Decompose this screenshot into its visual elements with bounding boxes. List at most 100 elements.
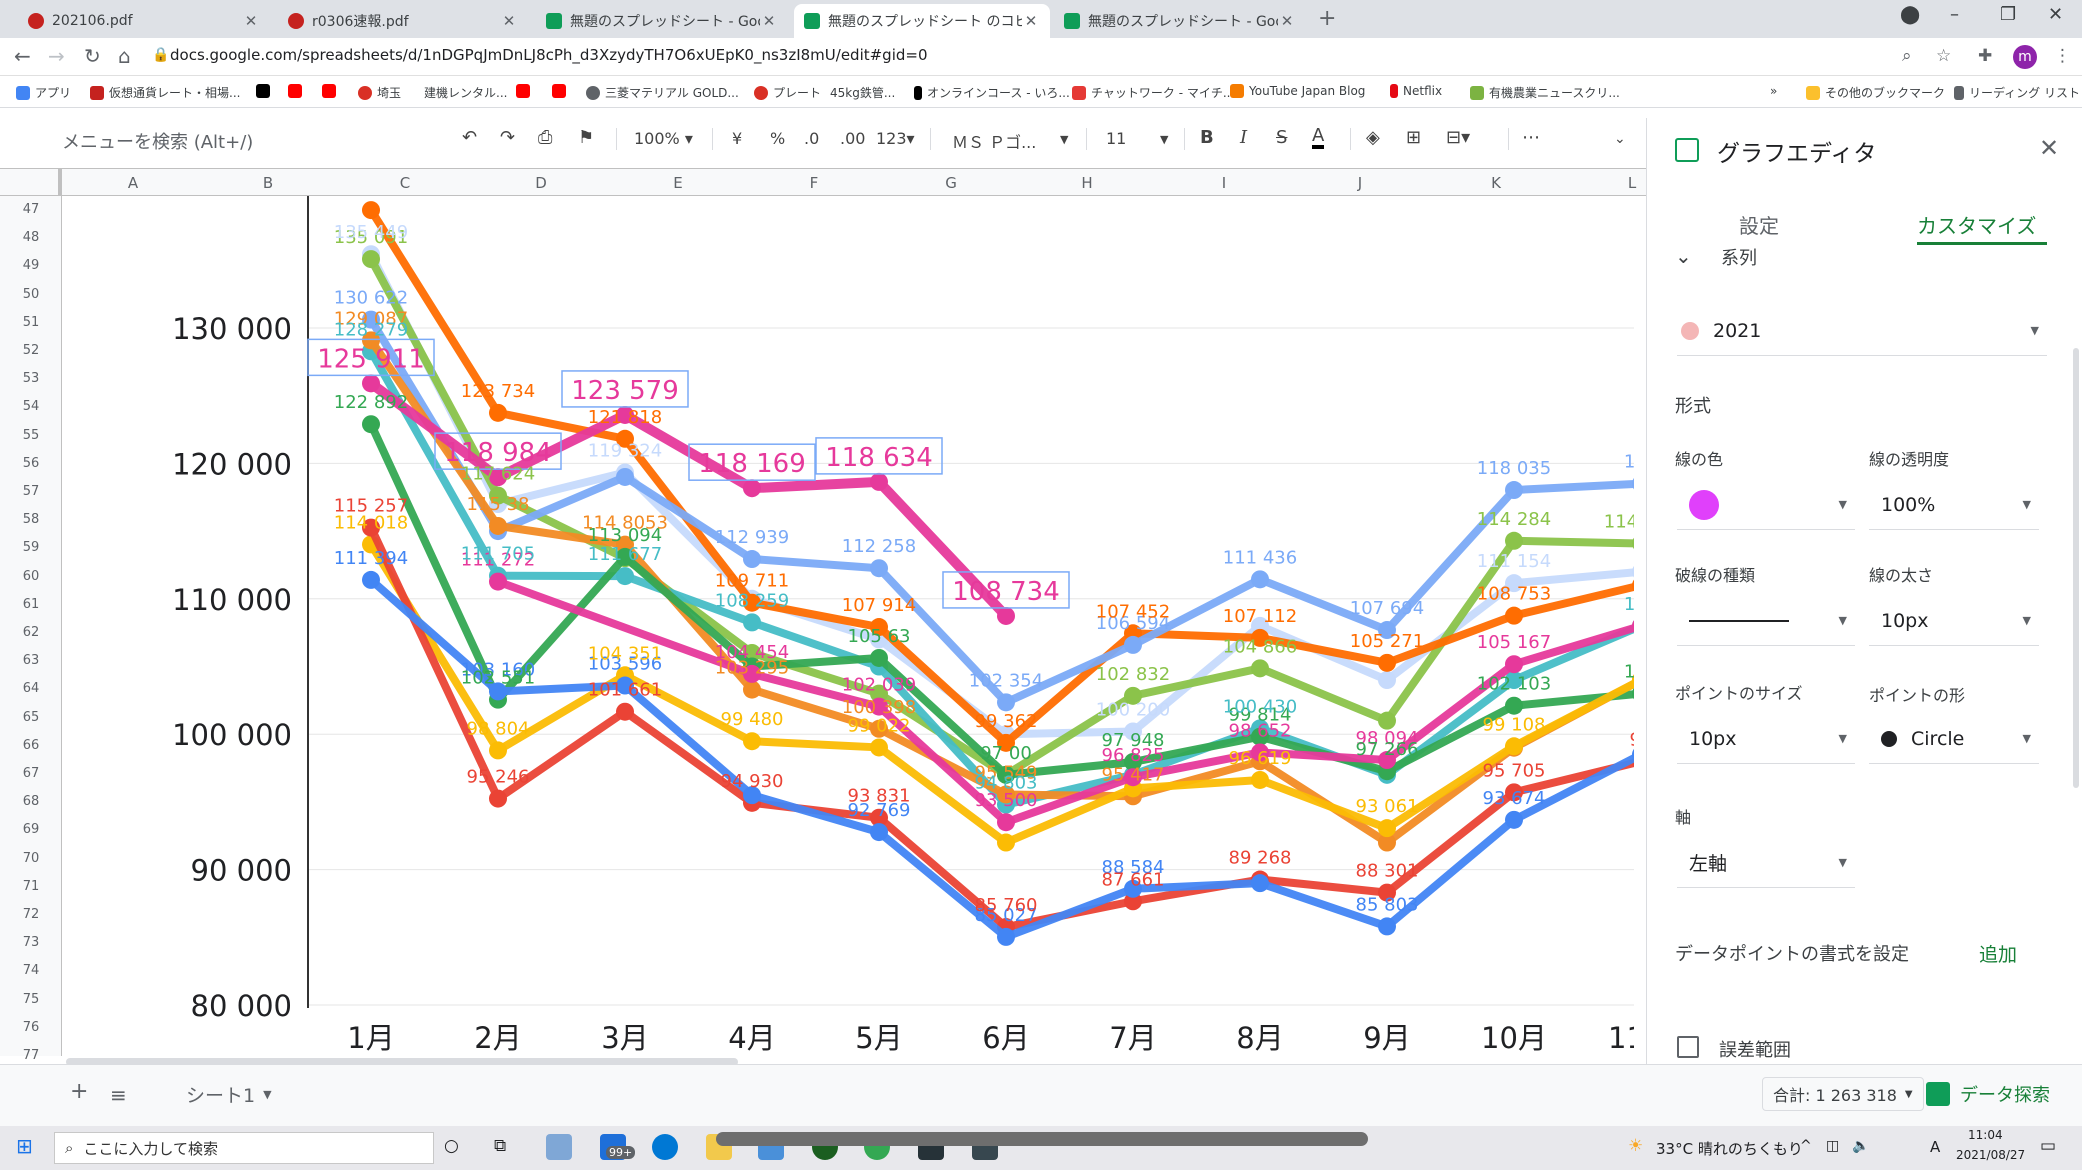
bookmark-item[interactable]: 埼玉: [358, 84, 401, 101]
series-select[interactable]: 2021 ▼: [1677, 306, 2047, 356]
browser-tab-active[interactable]: 無題のスプレッドシート のコピー のコ ✕: [794, 4, 1050, 38]
bookmark-item[interactable]: 仮想通貨レート・相場...: [90, 84, 240, 101]
home-icon[interactable]: ⌂: [118, 44, 131, 68]
line-color-select[interactable]: ▼: [1677, 480, 1855, 530]
column-header[interactable]: B: [262, 174, 274, 192]
panel-scrollbar[interactable]: [2073, 348, 2079, 788]
cortana-icon[interactable]: ○: [444, 1136, 459, 1156]
row-header[interactable]: 58: [22, 512, 40, 528]
chevron-down-icon[interactable]: ▼: [1160, 133, 1169, 146]
row-header[interactable]: 59: [22, 540, 40, 556]
column-header[interactable]: K: [1491, 174, 1501, 192]
row-header[interactable]: 73: [22, 935, 40, 951]
address-bar[interactable]: docs.google.com/spreadsheets/d/1nDGPqJmD…: [170, 46, 928, 64]
dash-type-select[interactable]: ▼: [1677, 596, 1855, 646]
task-view-icon[interactable]: ⧉: [494, 1136, 507, 1156]
row-header[interactable]: 53: [22, 371, 40, 387]
row-header[interactable]: 77: [22, 1048, 40, 1063]
close-tab-icon[interactable]: ✕: [502, 12, 516, 30]
column-header[interactable]: G: [945, 174, 957, 192]
reload-icon[interactable]: ↻: [84, 44, 101, 68]
browser-tab[interactable]: 202106.pdf ✕: [18, 4, 270, 38]
column-header[interactable]: E: [673, 174, 683, 192]
bookmark-item[interactable]: アプリ: [16, 84, 71, 101]
tray-chevron-icon[interactable]: ^: [1800, 1138, 1812, 1154]
column-header[interactable]: D: [535, 174, 547, 192]
column-header[interactable]: J: [1357, 174, 1363, 192]
currency-button[interactable]: ¥: [732, 129, 743, 148]
profile-avatar[interactable]: m: [2013, 45, 2037, 69]
font-select[interactable]: ＭＳ Ｐゴ...: [952, 129, 1072, 153]
row-header[interactable]: 48: [22, 230, 40, 246]
more-formats-button[interactable]: 123▾: [876, 129, 915, 148]
percent-button[interactable]: %: [770, 129, 786, 148]
line-opacity-select[interactable]: 100% ▼: [1869, 480, 2039, 530]
point-shape-select[interactable]: Circle ▼: [1869, 714, 2039, 764]
row-header[interactable]: 65: [22, 709, 40, 725]
new-tab-icon[interactable]: +: [1318, 6, 1337, 31]
bookmark-item[interactable]: 45kg鉄管...: [830, 84, 895, 101]
row-header[interactable]: 74: [22, 963, 40, 979]
clock-date[interactable]: 2021/08/27: [1956, 1148, 2026, 1162]
row-header[interactable]: 76: [22, 1019, 40, 1035]
back-icon[interactable]: ←: [14, 44, 31, 68]
text-color-button[interactable]: A: [1312, 127, 1325, 149]
weather-text[interactable]: 33°C 晴れのちくもり: [1656, 1140, 1803, 1158]
all-sheets-icon[interactable]: ≡: [110, 1083, 127, 1107]
taskbar-search[interactable]: ⌕ ここに入力して検索: [54, 1132, 434, 1164]
browser-menu-icon[interactable]: ⋮: [2054, 46, 2071, 66]
close-icon[interactable]: ✕: [2039, 134, 2060, 162]
reading-list[interactable]: リーディング リスト: [1954, 84, 2080, 101]
row-header[interactable]: 71: [22, 878, 40, 894]
sheet-tab[interactable]: シート1 ▼: [170, 1069, 288, 1119]
row-header[interactable]: 66: [22, 737, 40, 753]
screen-scrollbar-thumb[interactable]: [716, 1132, 1368, 1146]
volume-icon[interactable]: 🔈: [1852, 1138, 1870, 1154]
more-icon[interactable]: ⋯: [1522, 127, 1540, 148]
tab-setup[interactable]: 設定: [1739, 214, 1779, 238]
close-window-icon[interactable]: ✕: [2048, 4, 2064, 25]
increase-decimal-button[interactable]: .00: [840, 129, 866, 148]
italic-button[interactable]: I: [1240, 127, 1248, 148]
edge-icon[interactable]: [652, 1134, 678, 1160]
column-header[interactable]: L: [1627, 174, 1637, 192]
error-bars-checkbox[interactable]: [1677, 1036, 1699, 1058]
close-tab-icon[interactable]: ✕: [244, 12, 258, 30]
menu-search[interactable]: メニューを検索 (Alt+/): [62, 132, 254, 153]
print-icon[interactable]: ⎙: [538, 127, 553, 148]
row-header[interactable]: 62: [22, 625, 40, 640]
minimize-icon[interactable]: –: [1950, 4, 1959, 25]
tab-customize[interactable]: カスタマイズ: [1917, 214, 2037, 238]
add-sheet-icon[interactable]: +: [70, 1079, 89, 1104]
bookmark-item[interactable]: 三菱マテリアル GOLD...: [586, 84, 739, 101]
bookmark-item[interactable]: 有機農業ニュースクリ...: [1470, 84, 1620, 101]
horizontal-scrollbar[interactable]: [66, 1058, 738, 1066]
paint-format-icon[interactable]: ⚑: [578, 127, 595, 148]
row-header[interactable]: 70: [22, 850, 40, 866]
bookmark-item[interactable]: YouTube Japan Blog: [1230, 84, 1365, 98]
column-header[interactable]: H: [1081, 174, 1093, 192]
row-header[interactable]: 64: [22, 681, 40, 697]
section-series[interactable]: 系列: [1721, 248, 1757, 269]
explore-button[interactable]: データ探索: [1926, 1081, 2050, 1107]
row-header[interactable]: 68: [22, 794, 40, 810]
row-header[interactable]: 49: [22, 258, 40, 274]
close-tab-icon[interactable]: ✕: [1280, 12, 1294, 30]
row-header[interactable]: 52: [22, 343, 40, 358]
bookmark-item[interactable]: [322, 84, 341, 98]
redo-icon[interactable]: ↷: [500, 127, 516, 148]
line-width-select[interactable]: 10px ▼: [1869, 596, 2039, 646]
row-header[interactable]: 63: [22, 653, 40, 669]
bookmark-star-icon[interactable]: ☆: [1936, 46, 1952, 66]
notifications-icon[interactable]: ▭: [2040, 1136, 2057, 1156]
zoom-select[interactable]: 100% ▾: [634, 129, 693, 148]
chevron-down-icon[interactable]: ▼: [1060, 133, 1069, 146]
close-tab-icon[interactable]: ✕: [1024, 12, 1038, 30]
restore-icon[interactable]: ❐: [2000, 4, 2017, 25]
close-tab-icon[interactable]: ✕: [762, 12, 776, 30]
collapse-toolbar-icon[interactable]: ⌄: [1614, 131, 1626, 147]
bookmark-item[interactable]: [256, 84, 275, 98]
borders-icon[interactable]: ⊞: [1406, 127, 1422, 148]
row-header[interactable]: 57: [22, 484, 40, 499]
font-size-select[interactable]: 11: [1106, 129, 1126, 148]
